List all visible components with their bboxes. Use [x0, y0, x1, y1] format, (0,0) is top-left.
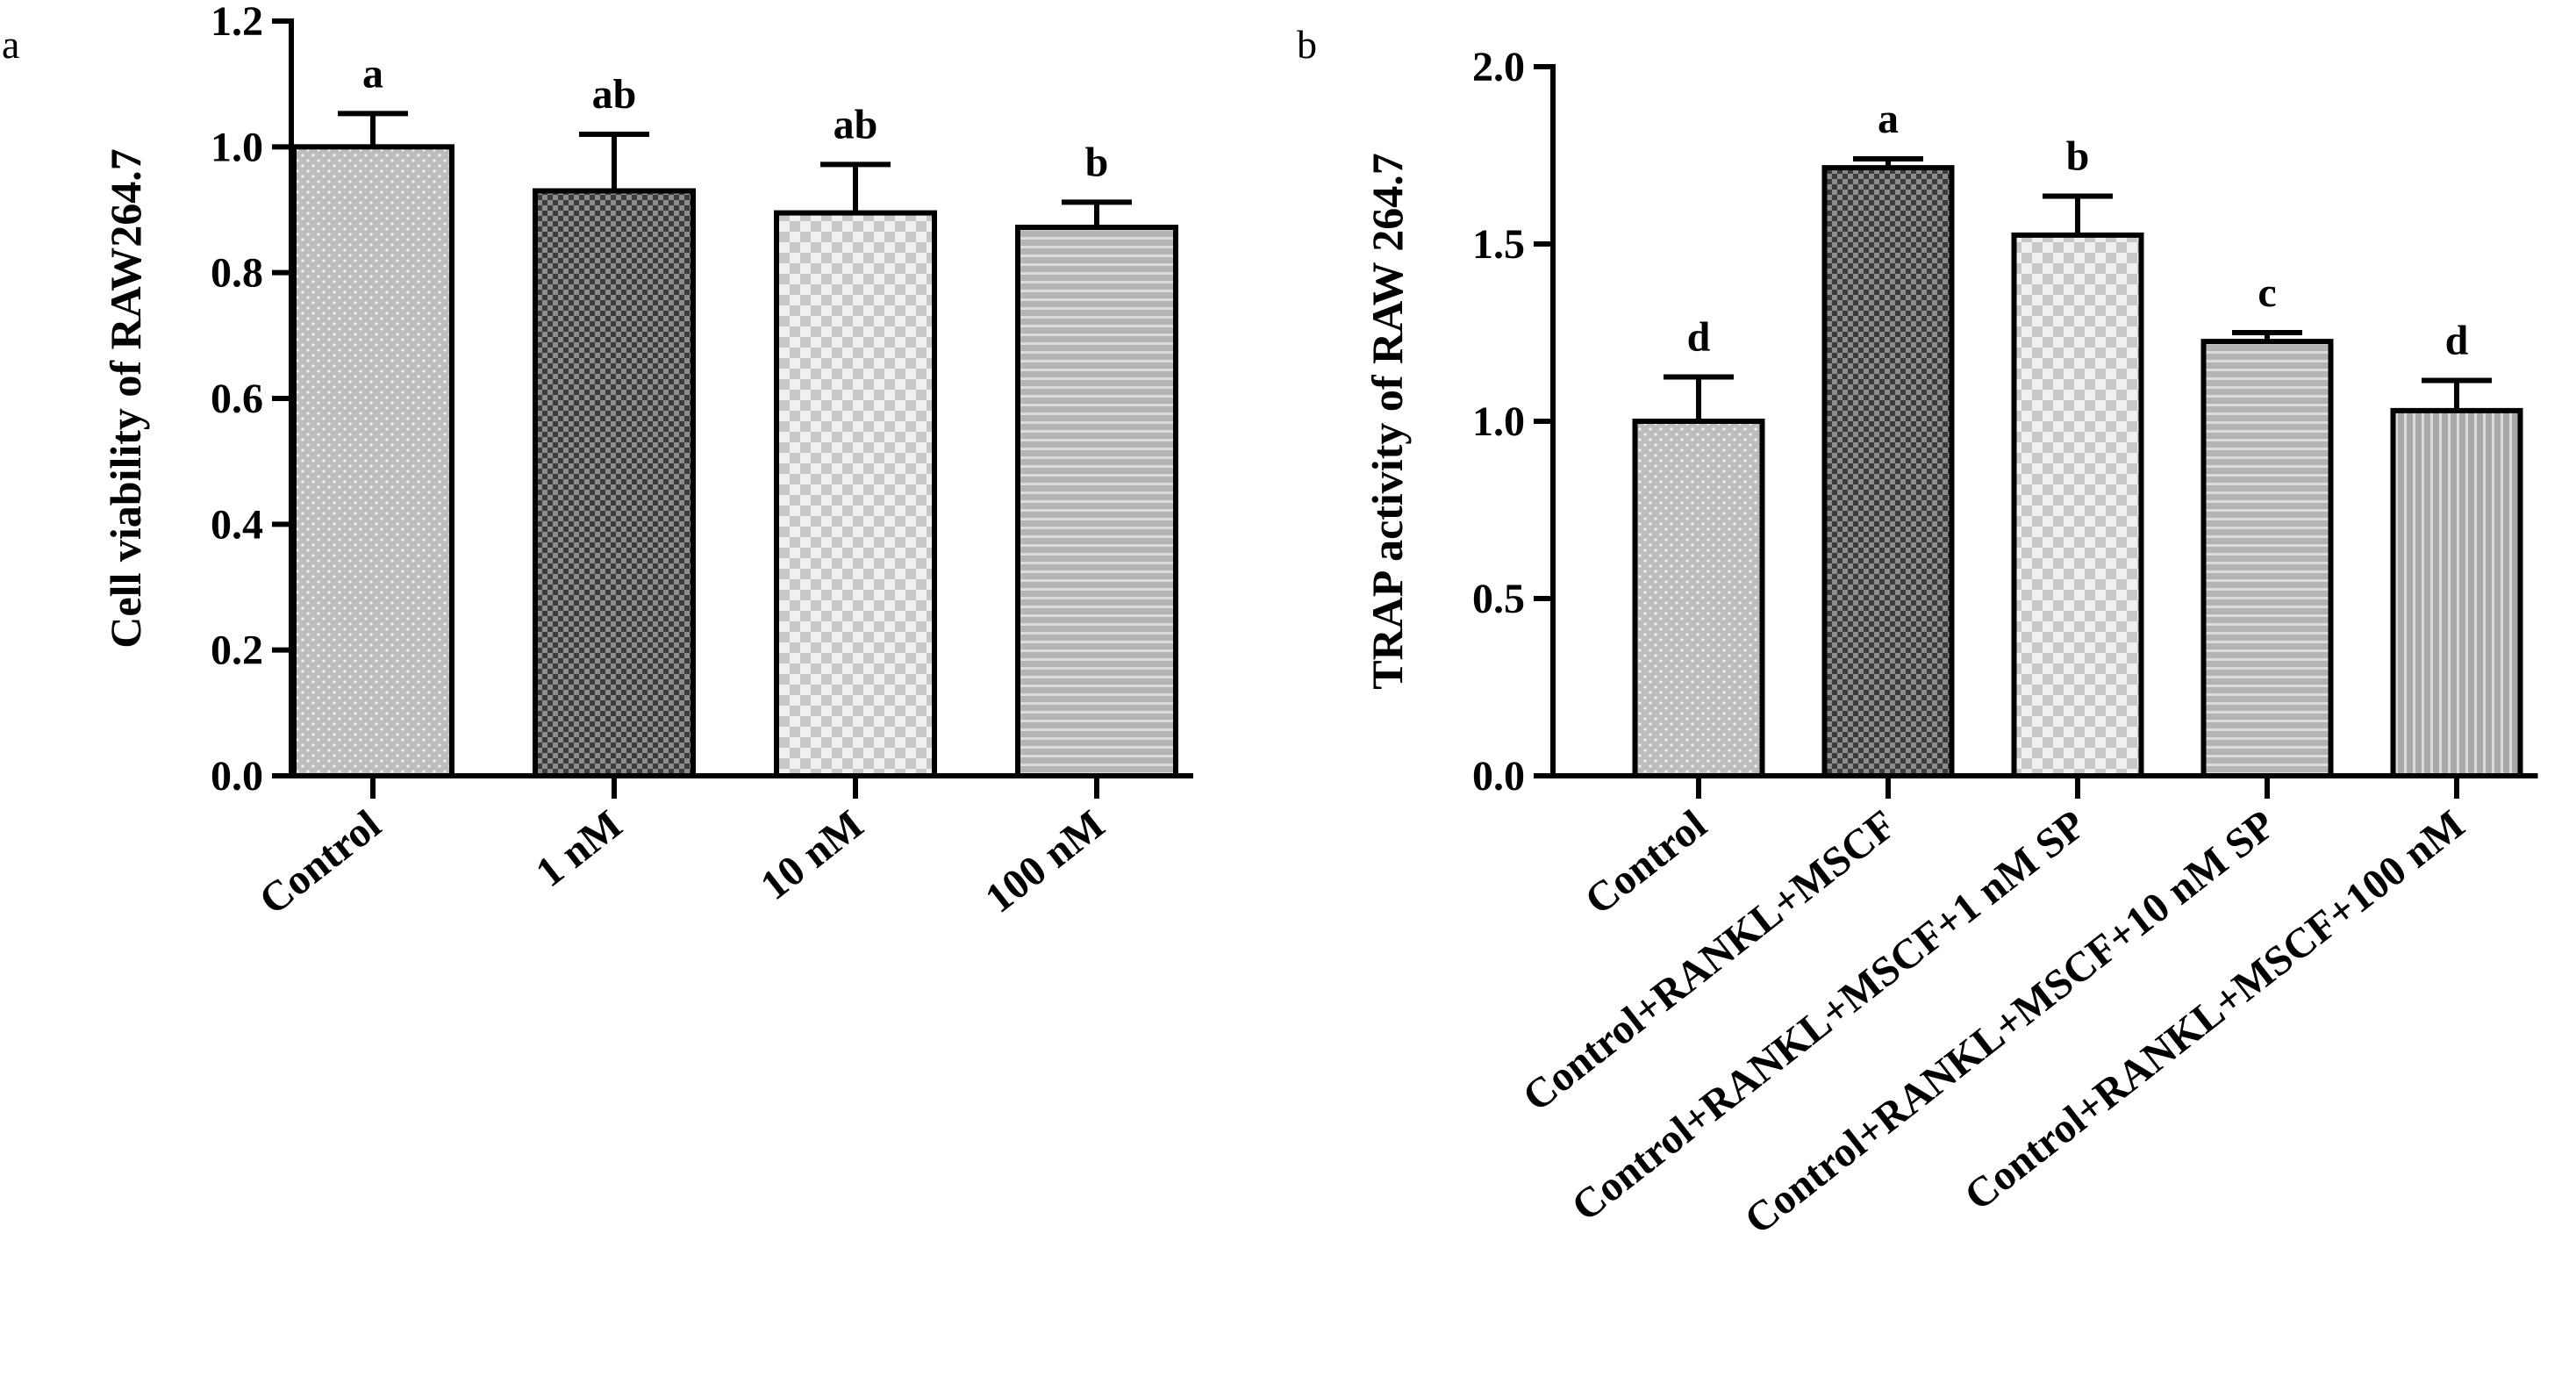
y-axis-title: Cell viability of RAW264.7 — [101, 148, 150, 648]
bar — [2200, 339, 2334, 778]
significance-label: ab — [592, 71, 637, 118]
x-tick-label: Control — [1577, 801, 1715, 924]
significance-label: b — [2066, 133, 2090, 179]
y-tick-label: 2.0 — [1472, 44, 1525, 90]
x-tick-label: Control+RANKL+MSCF — [1514, 801, 1905, 1121]
bar — [1821, 165, 1955, 778]
bar — [1632, 419, 1765, 778]
y-tick-label: 0.6 — [211, 376, 263, 422]
y-tick-label: 1.0 — [1472, 398, 1525, 445]
y-tick-label: 1.0 — [211, 124, 263, 170]
panel-letter-a: a — [2, 22, 19, 67]
bar — [1015, 225, 1178, 779]
y-tick-label: 0.0 — [1472, 753, 1525, 800]
significance-label: c — [2258, 269, 2276, 316]
significance-label: a — [362, 50, 383, 97]
significance-label: d — [1687, 314, 1711, 361]
significance-label: ab — [834, 101, 878, 147]
y-tick-label: 0.2 — [211, 628, 263, 674]
bar — [2390, 407, 2523, 778]
chart-a-cell-viability: 0.0 0.2 0.4 0.6 0.8 1.0 1.2 Cell viability of R… — [101, 0, 1193, 924]
bar — [774, 210, 937, 779]
bar — [291, 144, 454, 779]
y-tick-label: 0.4 — [211, 501, 263, 548]
significance-label: d — [2445, 318, 2469, 364]
y-tick-label: 0.5 — [1472, 576, 1525, 622]
bar — [2011, 232, 2144, 778]
x-tick-label: 100 nM — [977, 801, 1113, 922]
significance-label: b — [1085, 139, 1109, 185]
y-tick-label: 1.2 — [211, 0, 263, 45]
y-tick-label: 0.0 — [211, 753, 263, 800]
x-tick-label: 10 nM — [752, 801, 872, 909]
x-tick-label: 1 nM — [527, 801, 631, 896]
chart-b-trap-activity: 0.0 0.5 1.0 1.5 2.0 TRAP activity of RAW 264.… — [1363, 44, 2538, 1244]
x-tick-label: Control — [251, 801, 390, 924]
panel-letter-b: b — [1297, 22, 1317, 67]
y-tick-label: 1.5 — [1472, 221, 1525, 268]
significance-label: a — [1878, 96, 1899, 142]
y-axis-title: TRAP activity of RAW 264.7 — [1363, 153, 1412, 690]
bar — [533, 188, 696, 778]
y-tick-label: 0.8 — [211, 250, 263, 297]
